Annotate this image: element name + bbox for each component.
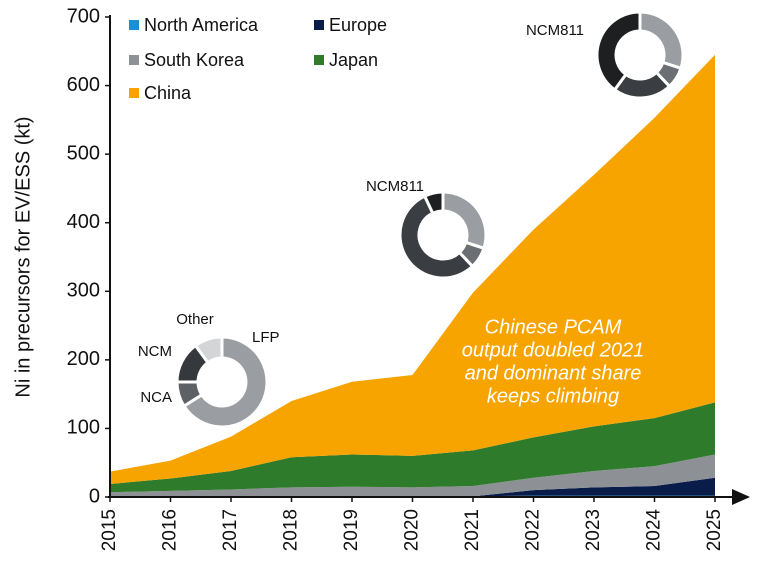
legend-swatch: [129, 88, 139, 98]
annotation: output doubled 2021: [462, 339, 644, 361]
donut-label: NCM: [138, 343, 172, 360]
x-tick-label: 2019: [341, 509, 362, 551]
y-tick-label: 600: [67, 74, 100, 96]
donut-segment: [422, 190, 445, 216]
donut-title: NCM811: [526, 22, 584, 39]
x-tick-label: 2015: [99, 509, 120, 551]
donut-segment: [441, 190, 488, 251]
area: [110, 477, 715, 497]
donut-segment: [595, 10, 642, 92]
x-tick-label: 2024: [644, 509, 665, 552]
legend-swatch: [314, 20, 324, 30]
donut-label: Other: [176, 311, 214, 328]
y-tick-label: 500: [67, 142, 100, 164]
x-tick-label: 2021: [462, 509, 483, 551]
y-tick-label: 0: [89, 485, 100, 507]
x-tick-label: 2022: [523, 509, 544, 551]
x-tick-label: 2025: [704, 509, 725, 551]
y-tick-label: 200: [67, 348, 100, 370]
donut-label: NCA: [140, 389, 172, 406]
donut-segment: [398, 194, 475, 280]
donut-segment: [193, 335, 224, 365]
x-tick-label: 2017: [220, 509, 241, 551]
legend-label: South Korea: [144, 50, 245, 70]
donut-label: LFP: [252, 329, 280, 346]
x-tick-label: 2023: [583, 509, 604, 551]
y-tick-label: 300: [67, 280, 100, 302]
legend-label: China: [144, 83, 192, 103]
x-tick-label: 2016: [160, 509, 181, 551]
area: [110, 402, 715, 493]
legend-label: North America: [144, 15, 259, 35]
legend-swatch: [129, 55, 139, 65]
y-axis-title: Ni in precursors for EV/ESS (kt): [12, 116, 34, 397]
annotation: and dominant share: [465, 362, 642, 384]
annotation: Chinese PCAM: [485, 316, 622, 338]
legend-swatch: [314, 55, 324, 65]
x-tick-label: 2020: [402, 509, 423, 551]
area: [110, 54, 715, 484]
legend-label: Japan: [329, 50, 378, 70]
x-tick-label: 2018: [281, 509, 302, 551]
area: [110, 454, 715, 497]
y-tick-label: 700: [67, 5, 100, 27]
donut-segment: [638, 10, 685, 71]
y-tick-label: 400: [67, 211, 100, 233]
y-tick-label: 100: [67, 417, 100, 439]
donut-segment: [181, 335, 269, 429]
annotation: keeps climbing: [487, 385, 619, 407]
donut-title: NCM811: [366, 178, 424, 195]
legend-label: Europe: [329, 15, 387, 35]
legend-swatch: [129, 20, 139, 30]
